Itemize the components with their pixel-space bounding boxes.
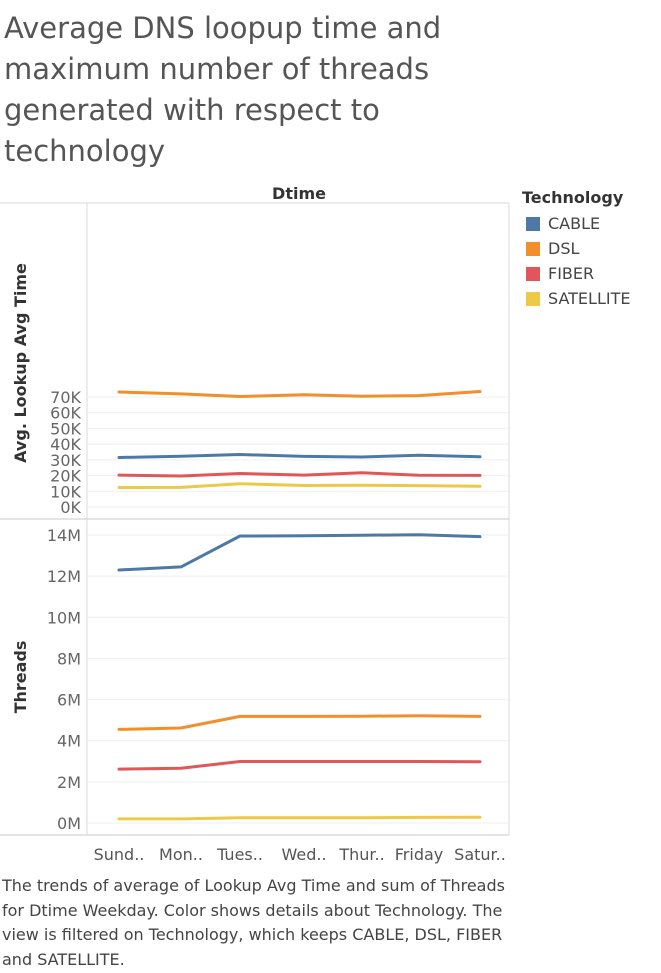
y-tick-label-lookup: 70K	[50, 388, 81, 407]
y-tick-label-lookup: 20K	[50, 467, 81, 486]
y-tick-label-threads: 6M	[57, 691, 81, 710]
series-line-dsl-threads	[117, 714, 482, 731]
x-tick-label: Thur..	[338, 845, 384, 864]
y-tick-label-lookup: 50K	[50, 419, 81, 438]
legend: Technology CABLE DSL FIBER SATELLITE	[522, 188, 657, 311]
legend-swatch-cable	[526, 216, 540, 231]
legend-item-cable[interactable]: CABLE	[522, 211, 657, 236]
y-tick-label-threads: 4M	[57, 732, 81, 751]
legend-label-dsl: DSL	[548, 239, 580, 258]
y-tick-label-lookup: 40K	[50, 435, 81, 454]
y-axis-title-threads: Threads	[11, 641, 30, 714]
series-line-fiber-lookup	[117, 471, 482, 478]
x-tick-label: Friday	[395, 845, 444, 864]
legend-item-satellite[interactable]: SATELLITE	[522, 286, 657, 311]
legend-swatch-satellite	[526, 291, 540, 306]
column-header-dtime: Dtime	[272, 184, 326, 203]
legend-swatch-fiber	[526, 266, 540, 281]
y-tick-label-lookup: 0K	[60, 498, 81, 517]
x-tick-label: Satur..	[454, 845, 506, 864]
series-line-fiber-threads	[117, 760, 482, 771]
x-tick-label: Tues..	[216, 845, 263, 864]
legend-item-dsl[interactable]: DSL	[522, 236, 657, 261]
x-tick-label: Mon..	[159, 845, 203, 864]
series-line-dsl-lookup	[117, 390, 482, 398]
y-tick-label-threads: 12M	[47, 567, 81, 586]
page-title: Average DNS loopup time and maximum numb…	[4, 11, 442, 168]
series-line-cable-lookup	[117, 453, 482, 459]
legend-label-cable: CABLE	[548, 214, 601, 233]
y-tick-label-threads: 8M	[57, 649, 81, 668]
x-tick-label: Wed..	[281, 845, 326, 864]
legend-title: Technology	[522, 188, 624, 207]
y-tick-label-lookup: 30K	[50, 451, 81, 470]
y-tick-label-threads: 14M	[47, 526, 81, 545]
legend-swatch-dsl	[526, 241, 540, 256]
y-tick-label-threads: 2M	[57, 773, 81, 792]
series-line-satellite-threads	[117, 815, 482, 821]
legend-label-satellite: SATELLITE	[548, 289, 631, 308]
y-tick-label-threads: 0M	[57, 814, 81, 833]
y-axis-title-lookup: Avg. Lookup Avg Time	[11, 263, 30, 463]
y-tick-label-threads: 10M	[47, 608, 81, 627]
series-line-cable-threads	[117, 533, 482, 572]
legend-item-fiber[interactable]: FIBER	[522, 261, 657, 286]
x-tick-label: Sund..	[94, 845, 145, 864]
y-tick-label-lookup: 60K	[50, 404, 81, 423]
chart-caption: The trends of average of Lookup Avg Time…	[2, 876, 505, 969]
legend-label-fiber: FIBER	[548, 264, 595, 283]
y-tick-label-lookup: 10K	[50, 482, 81, 501]
series-line-satellite-lookup	[117, 482, 482, 489]
